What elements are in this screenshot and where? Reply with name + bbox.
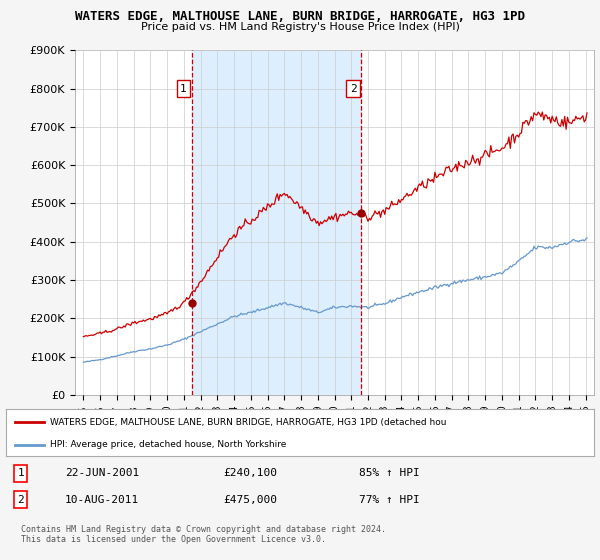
- Text: £475,000: £475,000: [224, 494, 278, 505]
- Text: WATERS EDGE, MALTHOUSE LANE, BURN BRIDGE, HARROGATE, HG3 1PD (detached hou: WATERS EDGE, MALTHOUSE LANE, BURN BRIDGE…: [50, 418, 446, 427]
- Text: 1: 1: [180, 83, 187, 94]
- Text: £240,100: £240,100: [224, 469, 278, 478]
- Text: 22-JUN-2001: 22-JUN-2001: [65, 469, 139, 478]
- Bar: [191, 50, 361, 395]
- Text: 1: 1: [17, 469, 24, 478]
- Text: HPI: Average price, detached house, North Yorkshire: HPI: Average price, detached house, Nort…: [50, 440, 286, 449]
- Text: 10-AUG-2011: 10-AUG-2011: [65, 494, 139, 505]
- Text: Price paid vs. HM Land Registry's House Price Index (HPI): Price paid vs. HM Land Registry's House …: [140, 22, 460, 32]
- Text: 77% ↑ HPI: 77% ↑ HPI: [359, 494, 419, 505]
- Text: WATERS EDGE, MALTHOUSE LANE, BURN BRIDGE, HARROGATE, HG3 1PD: WATERS EDGE, MALTHOUSE LANE, BURN BRIDGE…: [75, 10, 525, 23]
- Text: Contains HM Land Registry data © Crown copyright and database right 2024.
This d: Contains HM Land Registry data © Crown c…: [21, 525, 386, 544]
- Text: 2: 2: [350, 83, 356, 94]
- Text: 85% ↑ HPI: 85% ↑ HPI: [359, 469, 419, 478]
- Text: 2: 2: [17, 494, 24, 505]
